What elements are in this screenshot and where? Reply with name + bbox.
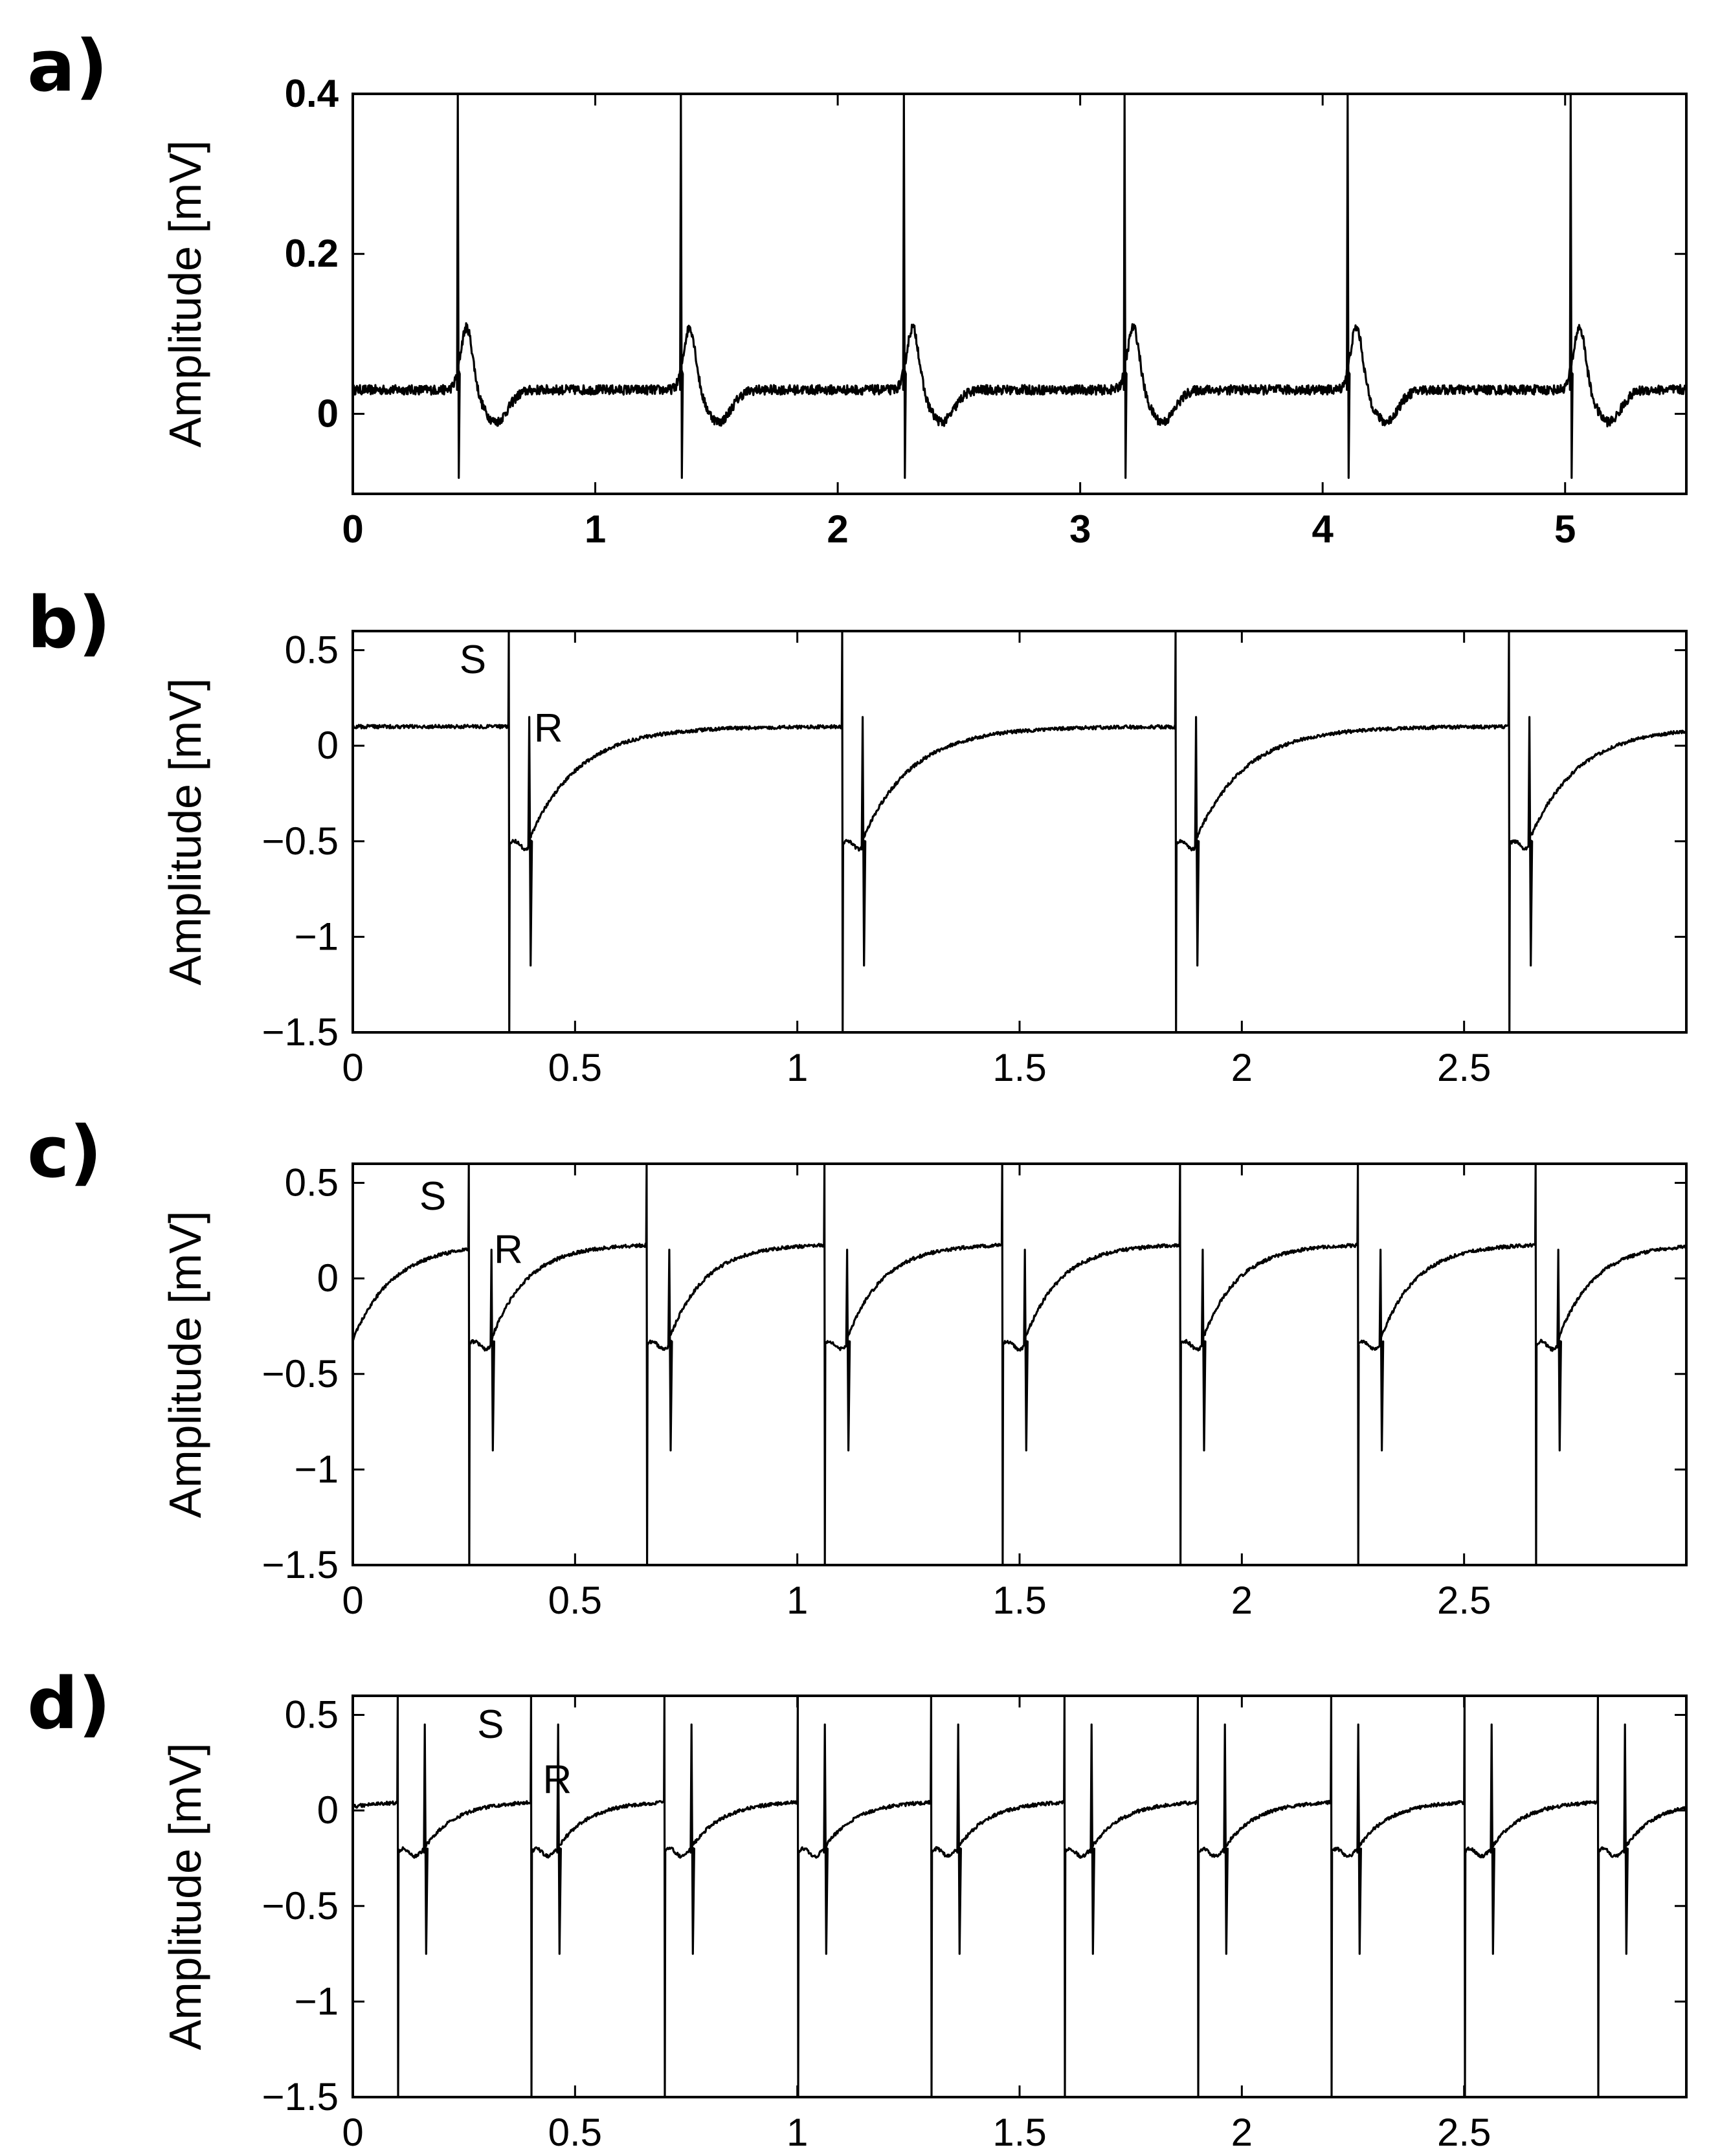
x-tick-label: 5 bbox=[1554, 507, 1576, 551]
x-tick-label: 1 bbox=[787, 1579, 808, 1622]
x-tick-label: 4 bbox=[1312, 507, 1334, 551]
x-tick-label: 0 bbox=[342, 1046, 363, 1089]
chart-panel-2: b) 0 0.5 1 1.5 2 2.5 −1.5 −1 −0.5 0 0.5 Amplitude [m… bbox=[27, 581, 1688, 1089]
x-tick-label: 1.5 bbox=[992, 1046, 1046, 1089]
panel-label: b) bbox=[27, 581, 111, 664]
panel-label: d) bbox=[27, 1662, 111, 1745]
chart-panel-1: a) 0 1 2 3 4 5 0 0.2 0.4 Amplitude [mV] bbox=[27, 25, 1688, 551]
x-tick-label: 3 bbox=[1069, 507, 1091, 551]
y-tick-label: −1.5 bbox=[262, 2075, 339, 2118]
annotation-s: S bbox=[477, 1702, 504, 1747]
y-tick-label: −0.5 bbox=[262, 1352, 339, 1395]
plot-frame bbox=[352, 1162, 1688, 1566]
y-tick-label: −0.5 bbox=[262, 1884, 339, 1928]
x-tick-label: 2.5 bbox=[1437, 1579, 1491, 1622]
y-tick-label: −1 bbox=[295, 1979, 339, 2023]
annotation-r: R bbox=[534, 706, 563, 751]
y-tick-label: 0.4 bbox=[285, 72, 339, 115]
annotation-s: S bbox=[419, 1174, 446, 1219]
y-axis-label: Amplitude [mV] bbox=[160, 678, 210, 986]
annotation-r: R bbox=[494, 1228, 523, 1272]
y-tick-label: 0 bbox=[317, 1256, 339, 1300]
x-tick-label: 1.5 bbox=[992, 1579, 1046, 1622]
x-tick-label: 1.5 bbox=[992, 2111, 1046, 2154]
y-tick-label: −1 bbox=[295, 1447, 339, 1491]
signal-trace bbox=[353, 1696, 1686, 2097]
y-axis-label: Amplitude [mV] bbox=[160, 1211, 210, 1518]
y-tick-label: 0 bbox=[317, 392, 339, 435]
y-tick-label: −1.5 bbox=[262, 1010, 339, 1054]
x-tick-label: 0.5 bbox=[548, 1046, 602, 1089]
x-tick-label: 1 bbox=[787, 1046, 808, 1089]
x-tick-label: 2.5 bbox=[1437, 1046, 1491, 1089]
annotation-s: S bbox=[460, 638, 486, 682]
x-tick-label: 0.5 bbox=[548, 1579, 602, 1622]
annotation-r: R bbox=[542, 1758, 572, 1803]
y-tick-label: 0 bbox=[317, 724, 339, 767]
x-tick-label: 0.5 bbox=[548, 2111, 602, 2154]
plot-frame bbox=[352, 93, 1688, 495]
x-tick-label: 2 bbox=[1231, 1046, 1253, 1089]
chart-panel-4: d) 0 0.5 1 1.5 2 2.5 −1.5 −1 −0.5 0 0.5 Amplitude [m… bbox=[27, 1662, 1688, 2154]
plot-frame bbox=[352, 630, 1688, 1034]
y-tick-label: 0.5 bbox=[285, 1161, 339, 1205]
panel-label: a) bbox=[27, 25, 108, 107]
x-tick-label: 0 bbox=[342, 507, 363, 551]
x-tick-label: 0 bbox=[342, 1579, 363, 1622]
y-tick-label: −1.5 bbox=[262, 1543, 339, 1586]
y-tick-label: −0.5 bbox=[262, 819, 339, 863]
y-tick-label: 0.2 bbox=[285, 232, 339, 275]
x-tick-label: 0 bbox=[342, 2111, 363, 2154]
y-axis-label: Amplitude [mV] bbox=[160, 1743, 210, 2050]
plot-frame bbox=[352, 1695, 1688, 2098]
x-tick-label: 2.5 bbox=[1437, 2111, 1491, 2154]
y-axis-label: Amplitude [mV] bbox=[160, 140, 210, 448]
y-tick-label: 0 bbox=[317, 1788, 339, 1832]
y-tick-label: −1 bbox=[295, 915, 339, 958]
x-tick-label: 1 bbox=[585, 507, 606, 551]
y-tick-label: 0.5 bbox=[285, 1693, 339, 1737]
x-tick-label: 2 bbox=[1231, 1579, 1253, 1622]
signal-trace bbox=[353, 1164, 1686, 1565]
chart-panel-3: c) 0 0.5 1 1.5 2 2.5 −1.5 −1 −0.5 0 0.5 Amplitude [m… bbox=[27, 1111, 1688, 1622]
x-tick-label: 1 bbox=[787, 2111, 808, 2154]
signal-trace bbox=[353, 94, 1686, 479]
x-tick-label: 2 bbox=[1231, 2111, 1253, 2154]
signal-trace bbox=[353, 631, 1686, 1032]
x-tick-label: 2 bbox=[827, 507, 848, 551]
panel-label: c) bbox=[27, 1111, 102, 1194]
y-tick-label: 0.5 bbox=[285, 628, 339, 672]
